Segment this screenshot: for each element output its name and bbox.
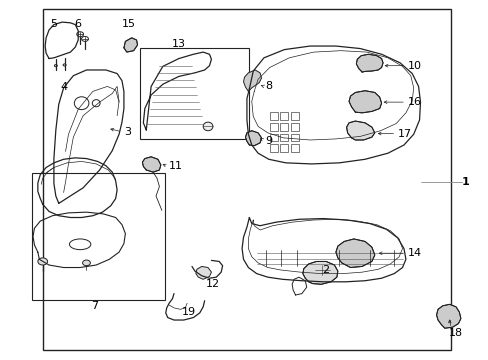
- Polygon shape: [348, 91, 381, 113]
- Text: 1: 1: [461, 177, 468, 187]
- Bar: [269, 134, 277, 141]
- Text: 12: 12: [205, 279, 220, 289]
- Bar: [290, 134, 298, 141]
- Text: 7: 7: [91, 301, 98, 311]
- Bar: [290, 123, 298, 131]
- Text: 11: 11: [169, 161, 183, 171]
- Text: 6: 6: [75, 18, 81, 28]
- Text: 17: 17: [397, 129, 411, 139]
- Bar: [31, 173, 165, 300]
- Ellipse shape: [38, 258, 47, 265]
- Polygon shape: [123, 38, 137, 52]
- Text: 15: 15: [122, 18, 136, 28]
- Text: 19: 19: [181, 307, 195, 317]
- Text: 18: 18: [448, 328, 462, 338]
- Bar: [42, 9, 450, 350]
- Text: 13: 13: [171, 39, 185, 49]
- Bar: [269, 123, 277, 131]
- Text: 10: 10: [407, 61, 421, 71]
- Text: 4: 4: [60, 82, 67, 92]
- Text: 9: 9: [264, 136, 271, 146]
- Text: 5: 5: [50, 18, 57, 28]
- Text: 8: 8: [264, 81, 271, 91]
- Bar: [280, 144, 287, 152]
- Text: 3: 3: [123, 127, 131, 137]
- Bar: [269, 144, 277, 152]
- Bar: [280, 134, 287, 141]
- Text: 14: 14: [407, 248, 421, 258]
- Bar: [280, 112, 287, 120]
- Polygon shape: [436, 304, 460, 328]
- Bar: [280, 123, 287, 131]
- Polygon shape: [346, 121, 374, 140]
- Ellipse shape: [203, 122, 212, 131]
- Bar: [140, 48, 249, 139]
- Text: 2: 2: [322, 265, 329, 275]
- Bar: [269, 112, 277, 120]
- Bar: [290, 112, 298, 120]
- Polygon shape: [142, 157, 161, 172]
- Text: 16: 16: [407, 97, 421, 107]
- Polygon shape: [245, 131, 261, 146]
- Ellipse shape: [82, 260, 90, 266]
- Polygon shape: [196, 266, 211, 279]
- Polygon shape: [243, 70, 261, 91]
- Polygon shape: [302, 261, 337, 284]
- Polygon shape: [356, 54, 382, 72]
- Bar: [290, 144, 298, 152]
- Polygon shape: [335, 239, 374, 267]
